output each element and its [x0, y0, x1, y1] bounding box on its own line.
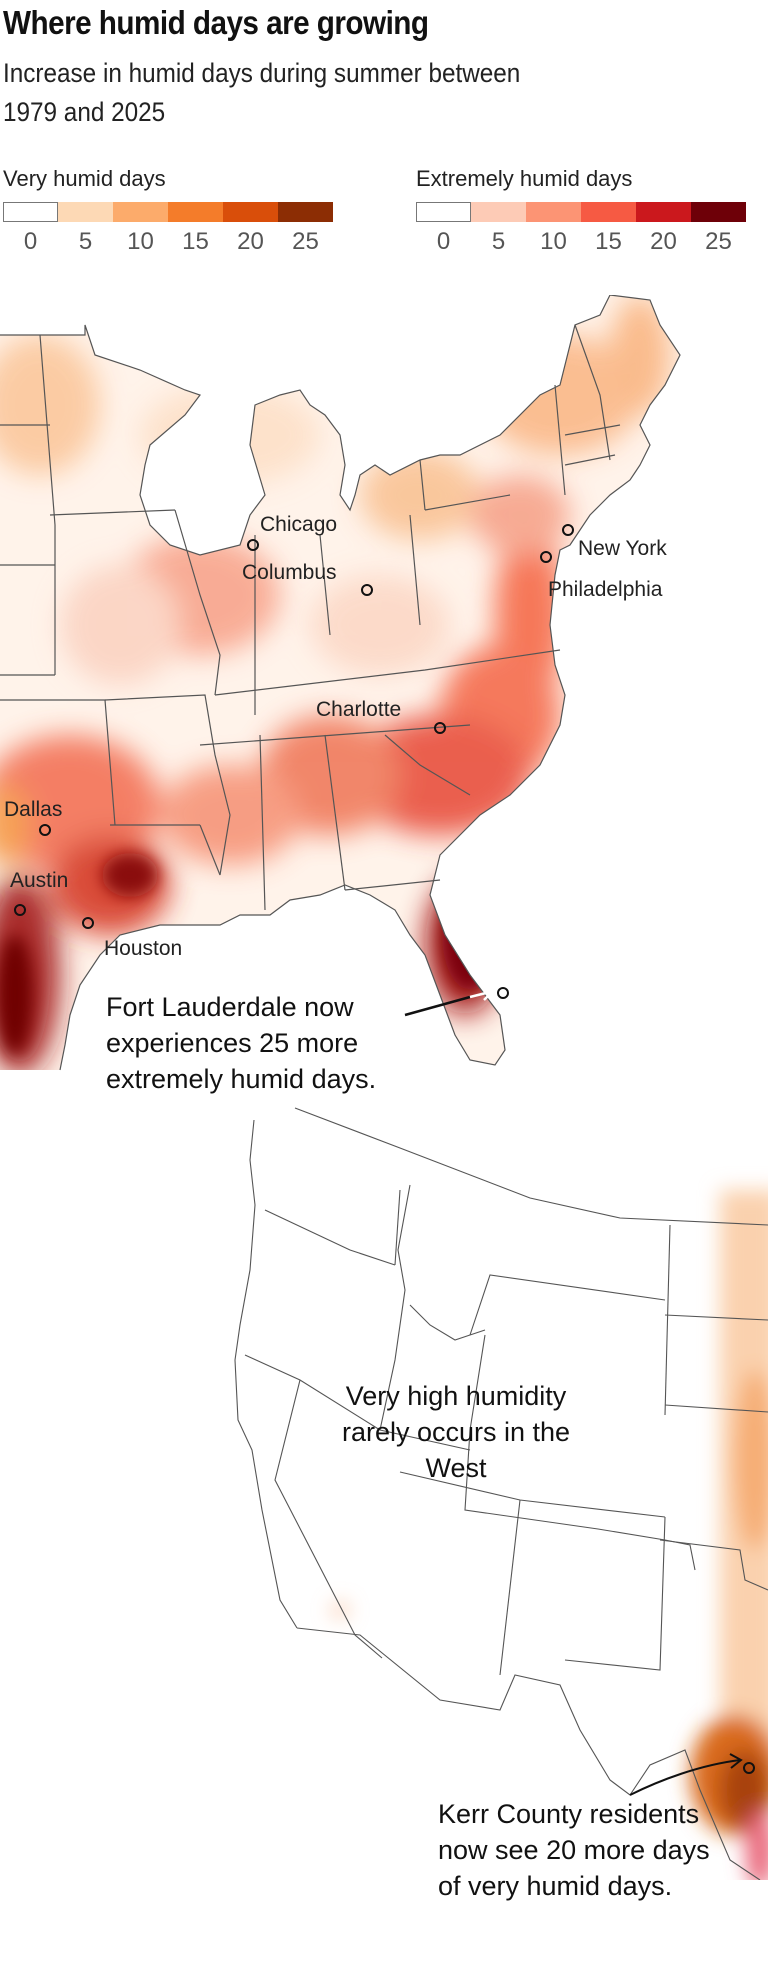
legend-swatch-10 [526, 202, 581, 222]
city-marker-columbus [361, 584, 373, 596]
state-borders [0, 295, 681, 1071]
city-marker-charlotte [434, 722, 446, 734]
city-markers [14, 524, 574, 999]
annotation-kerr-county: Kerr County residents now see 20 more da… [438, 1799, 710, 1901]
legend-swatch-0 [416, 202, 471, 222]
annotation-fort-lauderdale: Fort Lauderdale now experiences 25 more … [106, 992, 377, 1094]
legend-swatch-5 [58, 202, 113, 222]
legend-tick: 15 [182, 228, 209, 255]
city-marker-austin [14, 904, 26, 916]
legend-tick: 20 [650, 228, 677, 255]
legend-swatch-25 [278, 202, 333, 222]
city-label-dallas: Dallas [4, 798, 63, 821]
city-label-chicago: Chicago [260, 513, 338, 536]
legend-swatch-15 [168, 202, 223, 222]
legend-swatch-20 [636, 202, 691, 222]
legend-swatch-5 [471, 202, 526, 222]
legend-swatch-10 [113, 202, 168, 222]
city-label-austin: Austin [10, 869, 69, 892]
city-marker-philadelphia [540, 551, 552, 563]
city-label-columbus: Columbus [242, 561, 337, 584]
legend-tick: 20 [237, 228, 264, 255]
legend-color-scale [3, 202, 333, 222]
legend-color-scale [416, 202, 746, 222]
chart-subtitle: Increase in humid days during summer bet… [3, 58, 521, 127]
city-marker-chicago [247, 539, 259, 551]
legend-ticks: 0 5 10 15 20 25 [416, 228, 746, 256]
city-label-new-york: New York [578, 537, 667, 560]
annotation-arrow-icon [469, 990, 491, 999]
annotation-leader-line [629, 1759, 741, 1796]
arrowhead-icon [481, 984, 495, 1001]
legend-tick: 25 [292, 228, 319, 255]
legend-tick: 5 [78, 228, 93, 255]
legend-swatch-15 [581, 202, 636, 222]
legend-swatch-20 [223, 202, 278, 222]
city-label-philadelphia: Philadelphia [548, 578, 663, 601]
legend-tick: 25 [705, 228, 732, 255]
city-marker-kerr-county [743, 1762, 755, 1774]
legend-title: Extremely humid days [416, 166, 633, 191]
legend-ticks: 0 5 10 15 20 25 [3, 228, 333, 256]
legend-tick: 0 [23, 228, 38, 255]
state-borders [234, 1107, 768, 1880]
chart-title: Where humid days are growing [3, 4, 429, 41]
annotation-leader-line [404, 995, 471, 1017]
legend-tick: 0 [436, 228, 451, 255]
city-label-houston: Houston [104, 937, 183, 960]
city-marker-new-york [562, 524, 574, 536]
legend-very-humid: Very humid days 0 5 10 15 20 25 [3, 166, 333, 256]
legend-tick: 10 [127, 228, 154, 255]
east-us-map [0, 295, 681, 1071]
west-us-map [234, 1107, 768, 1880]
legend-tick: 5 [491, 228, 506, 255]
city-label-charlotte: Charlotte [316, 698, 402, 721]
legend-extremely-humid: Extremely humid days 0 5 10 15 20 25 [416, 166, 746, 256]
legend-tick: 15 [595, 228, 622, 255]
annotation-west: Very high humidity rarely occurs in the … [341, 1381, 571, 1483]
legend-title: Very humid days [3, 166, 166, 191]
arrowhead-icon [729, 1753, 743, 1769]
city-marker-houston [82, 917, 94, 929]
city-marker-fort-lauderdale [497, 987, 509, 999]
legend-swatch-25 [691, 202, 746, 222]
legend-tick: 10 [540, 228, 567, 255]
legend-swatch-0 [3, 202, 58, 222]
city-marker-dallas [39, 824, 51, 836]
